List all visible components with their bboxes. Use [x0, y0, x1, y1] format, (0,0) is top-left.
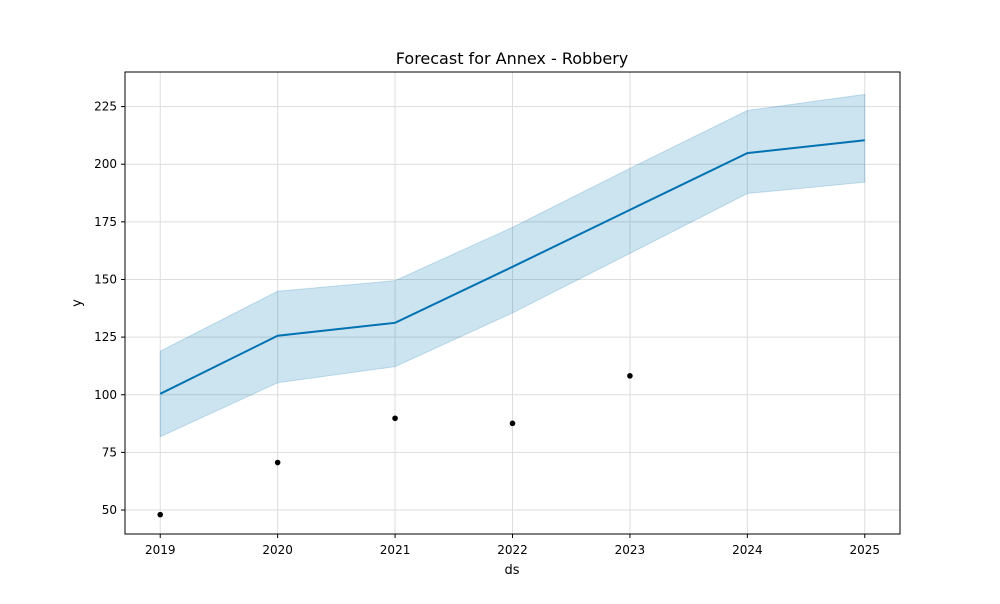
- forecast-line: [159, 139, 865, 395]
- axes: 2019 2020 2021 2022 2023 2024 2025 50 75 100 125 15…: [94, 100, 880, 557]
- actual-point: [274, 459, 281, 466]
- y-tick-label: 225: [94, 100, 117, 114]
- uncertainty-interval-area: [159, 93, 866, 438]
- x-tick-label: 2019: [145, 543, 176, 557]
- y-tick-label: 75: [102, 445, 117, 459]
- x-tick-label: 2024: [732, 543, 763, 557]
- x-tick-label: 2020: [262, 543, 293, 557]
- y-tick-label: 50: [102, 503, 117, 517]
- x-tick-label: 2021: [380, 543, 411, 557]
- actual-point: [157, 511, 164, 518]
- x-axis-label: ds: [504, 563, 519, 578]
- uncertainty-band: [159, 93, 866, 438]
- forecast-line-group: [159, 139, 865, 395]
- y-tick-label: 125: [94, 330, 117, 344]
- x-tick-label: 2022: [497, 543, 528, 557]
- actual-point: [509, 420, 516, 427]
- chart-title: Forecast for Annex - Robbery: [396, 49, 628, 68]
- y-tick-label: 100: [94, 388, 117, 402]
- grid: [125, 72, 900, 534]
- y-axis-label: y: [70, 299, 85, 307]
- actual-point: [627, 373, 633, 379]
- actual-point: [392, 415, 398, 422]
- y-tick-label: 150: [94, 272, 117, 286]
- y-tick-label: 200: [94, 157, 117, 171]
- x-tick-label: 2025: [849, 543, 880, 557]
- x-tick-label: 2023: [615, 543, 646, 557]
- actual-points: [157, 373, 633, 518]
- y-tick-label: 175: [94, 215, 117, 229]
